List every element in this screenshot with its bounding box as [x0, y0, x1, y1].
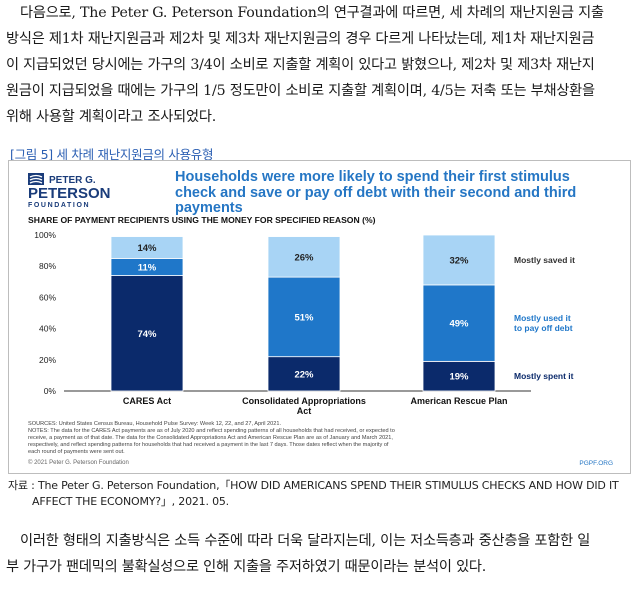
y-tick-label: 40% — [39, 324, 56, 334]
chart-note-line: respectively, and reflect spending patte… — [28, 442, 389, 448]
chart-subtitle: SHARE OF PAYMENT RECIPIENTS USING THE MO… — [28, 215, 376, 225]
legend-label: Mostly used it — [514, 313, 571, 323]
chart-note-line: each round of payments were sent out. — [28, 449, 125, 455]
x-category-label: American Rescue Plan — [410, 396, 507, 406]
y-tick-label: 0% — [44, 386, 57, 396]
chart-title-line: payments — [175, 200, 243, 216]
paragraph-line: 위해 사용할 계획이라고 조사되었다. — [6, 109, 217, 125]
chart-note-line: NOTES: The data for the CARES Act paymen… — [28, 428, 395, 434]
chart-note-line: SOURCES: United States Census Bureau, Ho… — [28, 421, 281, 427]
bar-segment — [422, 284, 496, 362]
closing-paragraph: 이러한 형태의 지출방식은 소득 수준에 따라 더욱 달라지는데, 이는 저소득… — [6, 528, 632, 580]
stacked-bar-chart: PETER G. PETERSON FOUNDATION Households … — [28, 169, 613, 467]
bar-segment — [110, 236, 184, 259]
figure-caption: [그림 5] 세 차례 재난지원금의 사용유형 — [10, 147, 214, 162]
data-label: 11% — [138, 262, 157, 273]
x-category-label: CARES Act — [123, 396, 171, 406]
legend-label: to pay off debt — [514, 323, 573, 333]
bar-segment — [267, 236, 341, 278]
bar-segment — [422, 360, 496, 392]
data-label: 26% — [294, 252, 314, 263]
data-label: 32% — [449, 255, 469, 266]
x-category-label: Consolidated Appropriations — [242, 396, 366, 406]
paragraph-line: 방식은 제1차 재난지원금과 제2차 및 제3차 재난지원금의 경우 다르게 나… — [6, 31, 595, 47]
y-tick-label: 20% — [39, 355, 56, 365]
paragraph-line: 부 가구가 팬데믹의 불확실성으로 인해 지출을 주저하였기 때문이라는 분석이… — [6, 559, 487, 575]
logo-line-2: PETERSON — [28, 185, 111, 202]
x-category-label: Act — [297, 406, 312, 416]
chart-title-line: check and save or pay off debt with thei… — [175, 185, 576, 201]
chart-copyright: © 2021 Peter G. Peterson Foundation — [28, 459, 129, 466]
chart-note-line: receive, a payment as of that date. The … — [28, 435, 393, 441]
intro-paragraph: 다음으로, The Peter G. Peterson Foundation의 … — [6, 0, 632, 130]
source-line: 자료 : The Peter G. Peterson Foundation,「H… — [8, 479, 619, 492]
data-label: 14% — [137, 243, 157, 254]
paragraph-line: 이 지급되었던 당시에는 가구의 3/4이 소비로 지출할 계획이 있다고 밝혔… — [6, 57, 595, 73]
legend-label: Mostly spent it — [514, 371, 574, 381]
peterson-flag-logo-icon — [28, 173, 44, 185]
paragraph-line: 다음으로, The Peter G. Peterson Foundation의 … — [20, 5, 604, 21]
data-label: 74% — [137, 329, 157, 340]
y-tick-label: 80% — [39, 261, 56, 271]
data-label: 19% — [449, 372, 469, 383]
figure-source: 자료 : The Peter G. Peterson Foundation,「H… — [8, 478, 630, 510]
chart-site-label: PGPF.ORG — [579, 460, 613, 467]
bar-segment — [422, 234, 496, 286]
data-label: 49% — [449, 319, 469, 330]
logo-line-1: PETER G. — [49, 175, 96, 186]
paragraph-line: 이러한 형태의 지출방식은 소득 수준에 따라 더욱 달라지는데, 이는 저소득… — [20, 533, 591, 549]
bar-segment — [267, 276, 341, 358]
y-tick-label: 100% — [34, 230, 56, 240]
chart-title-line: Households were more likely to spend the… — [175, 169, 570, 185]
source-line: AFFECT THE ECONOMY?」, 2021. 05. — [32, 495, 229, 508]
bar-segment — [267, 356, 341, 392]
legend-label: Mostly saved it — [514, 255, 575, 265]
paragraph-line: 원금이 지급되었을 때에는 가구의 1/5 정도만이 소비로 지출할 계획이며,… — [6, 83, 595, 99]
y-tick-label: 60% — [39, 292, 56, 302]
bar-segment — [110, 275, 184, 392]
data-label: 51% — [294, 312, 314, 323]
logo-line-3: FOUNDATION — [28, 202, 90, 209]
data-label: 22% — [294, 369, 314, 380]
chart-figure: PETER G. PETERSON FOUNDATION Households … — [8, 160, 631, 474]
